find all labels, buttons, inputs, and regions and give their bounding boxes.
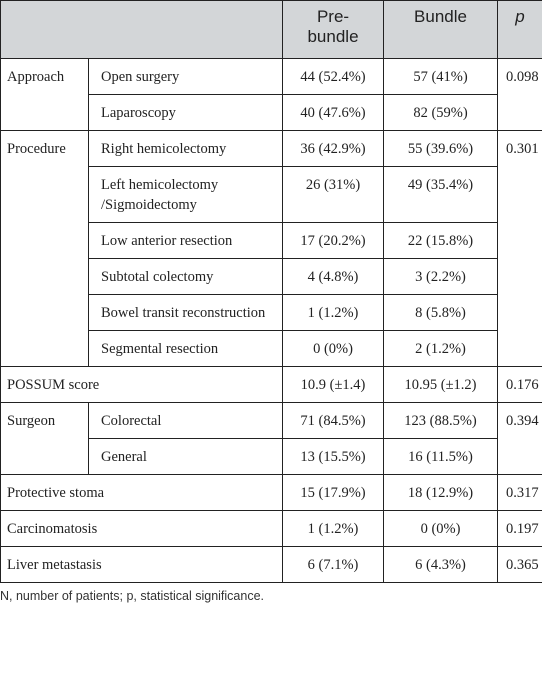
pre-bundle-cell: 17 (20.2%) — [282, 222, 384, 259]
header-cell: p — [497, 0, 542, 59]
group-label: Carcinomatosis — [0, 510, 283, 547]
footnote: N, number of patients; p, statistical si… — [0, 589, 265, 603]
row-label: Subtotal colectomy — [88, 258, 283, 295]
data-table: Pre-bundle Bundle p Approach Open surgery… — [0, 0, 542, 583]
row-label: Segmental resection — [88, 330, 283, 367]
bundle-cell: 16 (11.5%) — [383, 438, 498, 475]
header-cell — [0, 0, 283, 59]
table-body: Approach Open surgery 44 (52.4%) 57 (41%) 0.… — [0, 58, 542, 583]
table-row: Laparoscopy 40 (47.6%) 82 (59%) — [1, 94, 542, 131]
pre-bundle-cell: 15 (17.9%) — [282, 474, 384, 511]
pre-bundle-cell: 44 (52.4%) — [282, 58, 384, 95]
table-row: Procedure Right hemicolectomy 36 (42.9%) 55… — [0, 130, 542, 367]
table-row: Approach Open surgery 44 (52.4%) 57 (41%) 0.… — [0, 58, 542, 131]
header-cell: Bundle — [383, 0, 498, 59]
bundle-cell: 0 (0%) — [383, 510, 498, 547]
group-label: Protective stoma — [0, 474, 283, 511]
row-label: Colorectal — [88, 402, 283, 439]
bundle-cell: 123 (88.5%) — [383, 402, 498, 439]
table-row: POSSUM score 10.9 (±1.4) 10.95 (±1.2) 0.176 — [0, 366, 542, 403]
pre-bundle-cell: 10.9 (±1.4) — [282, 366, 384, 403]
bundle-cell: 22 (15.8%) — [383, 222, 498, 259]
header-row: Pre-bundle Bundle p — [0, 0, 542, 59]
row-label: General — [88, 438, 283, 475]
bundle-cell: 49 (35.4%) — [383, 166, 498, 223]
table-row: Liver metastasis 6 (7.1%) 6 (4.3%) 0.365 — [0, 546, 542, 583]
p-value: 0.197 — [497, 510, 542, 547]
header-cell: Pre-bundle — [282, 0, 384, 59]
table-row: Carcinomatosis 1 (1.2%) 0 (0%) 0.197 — [0, 510, 542, 547]
p-value: 0.098 — [497, 58, 542, 131]
p-value: 0.317 — [497, 474, 542, 511]
pre-bundle-cell: 13 (15.5%) — [282, 438, 384, 475]
group-label: POSSUM score — [0, 366, 283, 403]
table-row: Protective stoma 15 (17.9%) 18 (12.9%) 0.31… — [0, 474, 542, 511]
pre-bundle-cell: 36 (42.9%) — [282, 130, 384, 167]
row-label: Bowel transit reconstruction — [88, 294, 283, 331]
row-label: Laparoscopy — [88, 94, 283, 131]
table-row: Left hemicolectomy /Sigmoidectomy 26 (31%… — [1, 166, 542, 223]
p-value: 0.176 — [497, 366, 542, 403]
bundle-cell: 57 (41%) — [383, 58, 498, 95]
bundle-cell: 55 (39.6%) — [383, 130, 498, 167]
group-label: Liver metastasis — [0, 546, 283, 583]
table-row: Subtotal colectomy 4 (4.8%) 3 (2.2%) — [1, 258, 542, 295]
pre-bundle-cell: 0 (0%) — [282, 330, 384, 367]
group-label: Procedure — [0, 130, 89, 367]
bundle-cell: 18 (12.9%) — [383, 474, 498, 511]
table-row: Segmental resection 0 (0%) 2 (1.2%) — [1, 330, 542, 367]
row-label: Low anterior resection — [88, 222, 283, 259]
bundle-cell: 82 (59%) — [383, 94, 498, 131]
table-row: General 13 (15.5%) 16 (11.5%) — [1, 438, 542, 475]
row-label: Open surgery — [88, 58, 283, 95]
pre-bundle-cell: 1 (1.2%) — [282, 510, 384, 547]
group-label: Surgeon — [0, 402, 89, 475]
bundle-cell: 2 (1.2%) — [383, 330, 498, 367]
header-text: Pre-bundle — [307, 7, 359, 46]
group-label: Approach — [0, 58, 89, 131]
p-value: 0.301 — [497, 130, 542, 367]
row-label: Left hemicolectomy /Sigmoidectomy — [88, 166, 283, 223]
bundle-cell: 10.95 (±1.2) — [383, 366, 498, 403]
pre-bundle-cell: 26 (31%) — [282, 166, 384, 223]
p-value: 0.365 — [497, 546, 542, 583]
p-value: 0.394 — [497, 402, 542, 475]
bundle-cell: 3 (2.2%) — [383, 258, 498, 295]
bundle-cell: 6 (4.3%) — [383, 546, 498, 583]
table-row: Surgeon Colorectal 71 (84.5%) 123 (88.5%) 0.… — [0, 402, 542, 475]
pre-bundle-cell: 1 (1.2%) — [282, 294, 384, 331]
bundle-cell: 8 (5.8%) — [383, 294, 498, 331]
pre-bundle-cell: 6 (7.1%) — [282, 546, 384, 583]
pre-bundle-cell: 40 (47.6%) — [282, 94, 384, 131]
row-label: Right hemicolectomy — [88, 130, 283, 167]
pre-bundle-cell: 4 (4.8%) — [282, 258, 384, 295]
pre-bundle-cell: 71 (84.5%) — [282, 402, 384, 439]
